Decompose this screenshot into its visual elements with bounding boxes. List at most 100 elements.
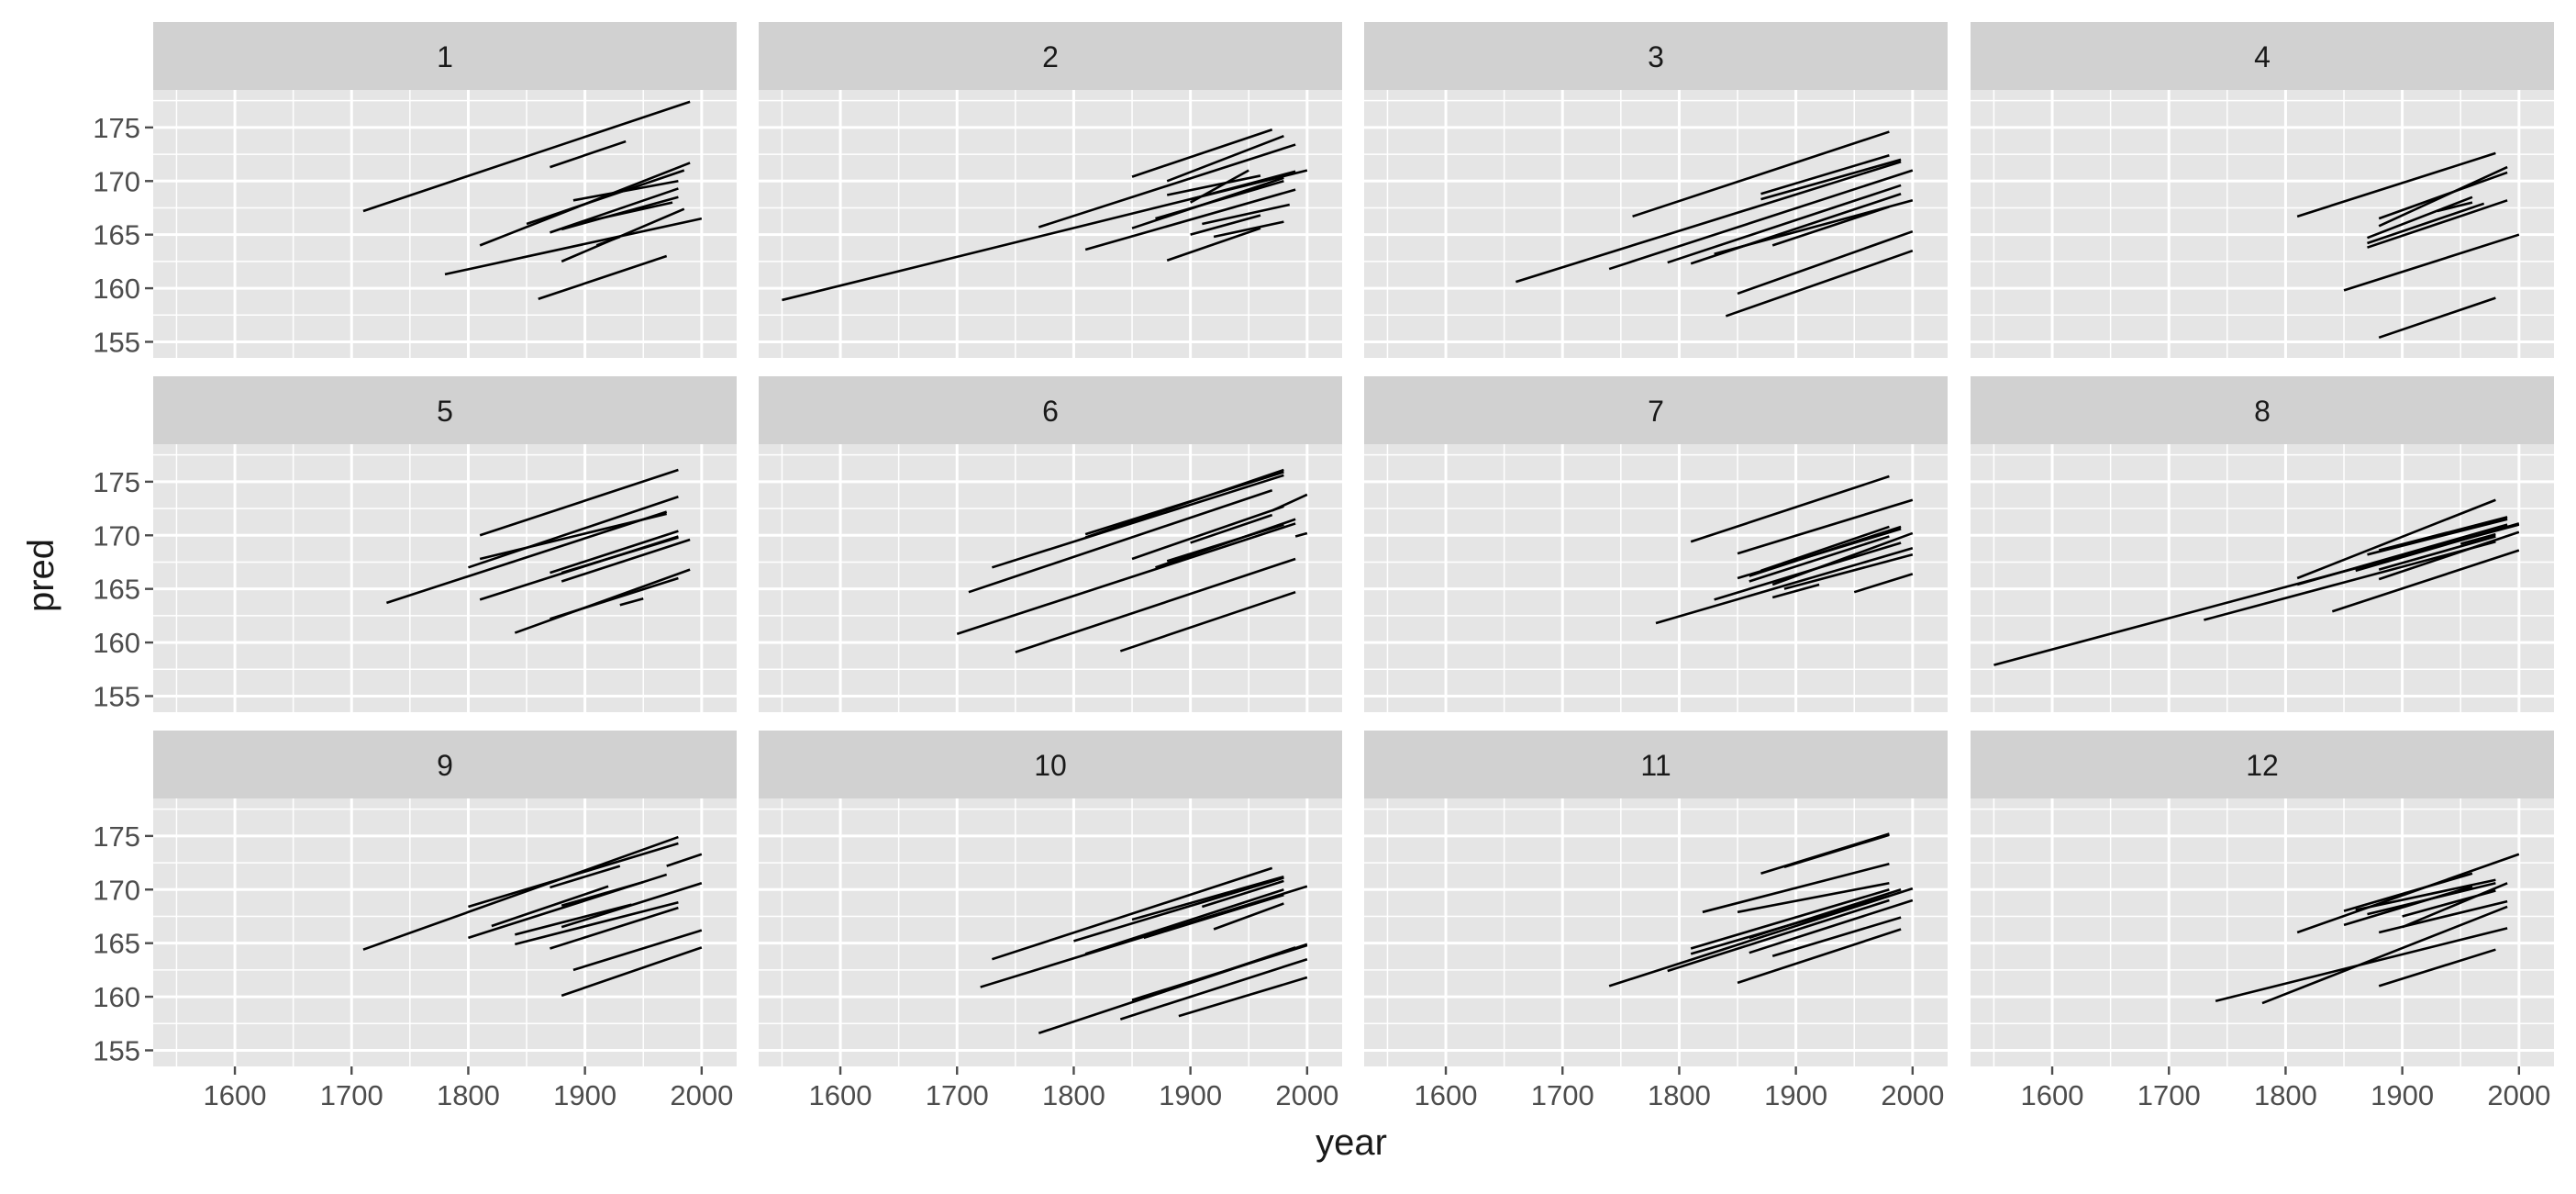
x-tick-label: 1900	[2371, 1079, 2434, 1111]
panel-series	[980, 866, 1308, 1035]
x-tick-label: 1700	[1531, 1079, 1594, 1111]
prediction-segment	[1667, 184, 1902, 264]
panel-background	[1971, 444, 2554, 712]
prediction-segment	[1038, 943, 1308, 1035]
y-tick-label: 170	[93, 519, 140, 552]
x-tick-label: 1700	[320, 1079, 383, 1111]
prediction-segment	[1155, 180, 1284, 220]
facet-strip	[153, 731, 737, 798]
prediction-segment	[1608, 169, 1914, 271]
prediction-segment	[1853, 573, 1914, 594]
panel-background	[1971, 90, 2554, 358]
facet-strip-label: 11	[1640, 749, 1671, 782]
prediction-segment	[1131, 876, 1284, 921]
y-tick-label: 155	[93, 680, 140, 712]
panel-gridlines	[759, 444, 1342, 712]
facet-strip-label: 8	[2254, 395, 2271, 428]
facet-panels: 1 2 3 45 6 7 89 10 11 12	[153, 22, 2554, 1066]
prediction-segment	[1771, 531, 1914, 586]
facet-strip-label: 9	[437, 749, 453, 782]
x-tick-label: 1600	[204, 1079, 267, 1111]
prediction-segment	[1714, 541, 1902, 601]
facet-panel-10: 10	[759, 731, 1342, 1066]
panel-series	[1655, 474, 1914, 625]
prediction-segment	[980, 885, 1308, 988]
prediction-segment	[1760, 154, 1890, 195]
prediction-segment	[968, 488, 1273, 594]
x-tick-label: 1800	[1042, 1079, 1105, 1111]
panel-gridlines	[1364, 90, 1948, 358]
facet-strip	[1971, 376, 2554, 444]
panel-series	[2296, 151, 2520, 340]
prediction-segment	[1667, 898, 1890, 973]
prediction-segment	[2355, 522, 2520, 573]
facet-panel-8: 8	[1971, 376, 2554, 712]
x-tick-label: 2000	[1881, 1079, 1944, 1111]
prediction-segment	[1131, 505, 1284, 561]
prediction-segment	[1608, 887, 1914, 988]
y-tick-label: 155	[93, 1034, 140, 1066]
y-tick-label: 160	[93, 981, 140, 1013]
panel-background	[153, 444, 737, 712]
prediction-segment	[385, 510, 668, 605]
prediction-segment	[1737, 498, 1914, 555]
prediction-segment	[1737, 881, 1890, 914]
facet-strip	[1971, 22, 2554, 90]
prediction-segment	[2367, 202, 2485, 245]
prediction-segment	[550, 139, 627, 169]
prediction-segment	[550, 906, 679, 950]
x-tick-label: 1800	[2254, 1079, 2317, 1111]
prediction-segment	[619, 597, 644, 607]
panel-background	[153, 798, 737, 1066]
prediction-segment	[1760, 525, 1890, 573]
facet-strip-label: 2	[1042, 40, 1059, 73]
panel-gridlines	[759, 90, 1342, 358]
prediction-segment	[572, 180, 679, 202]
panel-series	[782, 128, 1308, 302]
facet-strip-label: 10	[1034, 749, 1067, 782]
prediction-segment	[2343, 233, 2520, 292]
prediction-segment	[1771, 583, 1820, 599]
y-tick-label: 170	[93, 165, 140, 197]
y-tick-label: 165	[93, 219, 140, 251]
panel-series	[1608, 832, 1914, 988]
prediction-segment	[1690, 888, 1890, 950]
x-tick-label: 1700	[926, 1079, 989, 1111]
prediction-segment	[561, 946, 703, 998]
prediction-segment	[1749, 898, 1914, 954]
prediction-segment	[2343, 885, 2473, 927]
prediction-segment	[666, 853, 703, 867]
panel-series	[385, 468, 691, 634]
facet-strip	[759, 22, 1342, 90]
facet-strip	[759, 731, 1342, 798]
prediction-segment	[514, 903, 632, 936]
prediction-segment	[1166, 227, 1261, 262]
x-tick-label: 1900	[1764, 1079, 1827, 1111]
x-tick-label: 1700	[2137, 1079, 2201, 1111]
prediction-segment	[362, 835, 679, 951]
prediction-segment	[1294, 531, 1308, 538]
prediction-segment	[584, 201, 673, 223]
prediction-segment	[2261, 905, 2508, 1005]
prediction-segment	[1166, 135, 1284, 183]
facet-panel-12: 12	[1971, 731, 2554, 1066]
x-axis: 1600 1700 1800 1900 2000 1600 1700 1800 1900 2000…	[204, 1066, 2550, 1111]
prediction-segment	[2378, 530, 2520, 581]
prediction-segment	[1725, 249, 1914, 318]
facet-panel-7: 7	[1364, 376, 1948, 712]
y-tick-label: 165	[93, 574, 140, 606]
y-tick-label: 160	[93, 627, 140, 659]
panel-gridlines	[1971, 90, 2554, 358]
prediction-segment	[2367, 518, 2508, 556]
prediction-segment	[1190, 513, 1273, 544]
prediction-segment	[1515, 161, 1902, 284]
prediction-segment	[2355, 878, 2496, 911]
prediction-segment	[1783, 553, 1914, 590]
panel-background	[1364, 90, 1948, 358]
panel-gridlines	[1364, 444, 1948, 712]
prediction-segment	[1084, 188, 1296, 251]
prediction-segment	[1131, 128, 1273, 178]
prediction-segment	[550, 187, 679, 234]
prediction-segment	[1084, 888, 1284, 955]
facet-strip-label: 3	[1648, 40, 1664, 73]
